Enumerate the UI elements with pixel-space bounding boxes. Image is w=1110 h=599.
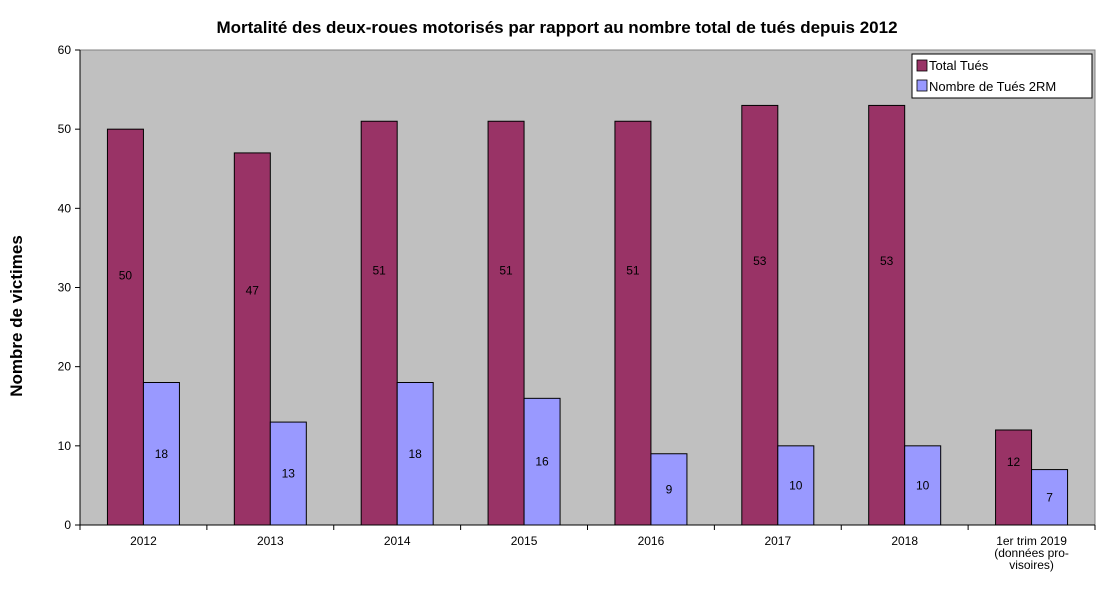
data-label: 12	[1007, 455, 1021, 469]
bar-tues-2rm	[269, 421, 307, 526]
legend-label-total: Total Tués	[929, 58, 989, 73]
y-tick-label: 10	[58, 439, 72, 453]
bar-total-tues	[614, 120, 652, 526]
data-label: 51	[373, 264, 387, 278]
bar-total-tues	[868, 104, 906, 526]
plot-background	[79, 49, 1096, 526]
y-tick-label: 30	[58, 281, 72, 295]
data-label: 53	[753, 254, 767, 268]
bar-tues-2rm	[650, 453, 688, 526]
x-category-label: 2012	[130, 534, 157, 548]
legend-swatch-total	[916, 59, 928, 72]
data-label: 9	[666, 482, 673, 496]
data-label: 51	[499, 264, 513, 278]
bar-tues-2rm	[777, 445, 815, 526]
x-category-label: 2013	[257, 534, 284, 548]
y-tick-label: 20	[58, 360, 72, 374]
bar-tues-2rm	[1031, 469, 1069, 526]
bar-tues-2rm	[523, 397, 561, 526]
x-category-label: 2014	[384, 534, 411, 548]
bar-total-tues	[741, 104, 779, 526]
bar-total-tues	[360, 120, 398, 526]
bar-total-tues	[487, 120, 525, 526]
data-label: 47	[246, 283, 260, 297]
x-category-label: 2016	[638, 534, 665, 548]
x-category-label: 2015	[511, 534, 538, 548]
data-label: 50	[119, 269, 133, 283]
data-label: 53	[880, 254, 894, 268]
y-tick-label: 0	[64, 518, 71, 532]
y-tick-label: 60	[58, 43, 72, 57]
legend-swatch-2rm	[916, 79, 928, 92]
bar-tues-2rm	[142, 382, 180, 526]
y-axis-label: Nombre de victimes	[7, 235, 26, 397]
x-category-label: (données pro-	[994, 546, 1069, 560]
data-label: 10	[789, 478, 803, 492]
data-label: 7	[1046, 490, 1053, 504]
legend: Total Tués Nombre de Tués 2RM	[911, 53, 1093, 99]
legend-box	[911, 53, 1093, 99]
y-tick-label: 50	[58, 122, 72, 136]
bar-total-tues	[995, 429, 1033, 526]
x-category-label: 1er trim 2019	[996, 534, 1067, 548]
data-label: 16	[535, 455, 549, 469]
x-category-label: 2018	[891, 534, 918, 548]
bar-total-tues	[233, 152, 271, 526]
legend-label-2rm: Nombre de Tués 2RM	[929, 79, 1056, 94]
x-category-label: visoires)	[1009, 558, 1054, 572]
chart-title: Mortalité des deux-roues motorisés par r…	[216, 18, 897, 37]
data-label: 51	[626, 264, 640, 278]
bar-tues-2rm	[904, 445, 942, 526]
data-label: 10	[916, 478, 930, 492]
bar-tues-2rm	[396, 382, 434, 526]
data-label: 18	[155, 447, 169, 461]
bar-total-tues	[106, 128, 144, 526]
y-tick-label: 40	[58, 201, 72, 215]
x-category-label: 2017	[764, 534, 791, 548]
plot-area: 0 10 20 30 40 50 60 50 18 2012 47 13 2013 51 18 2014 51 1…	[58, 43, 1096, 572]
data-label: 18	[409, 447, 423, 461]
data-label: 13	[282, 467, 296, 481]
